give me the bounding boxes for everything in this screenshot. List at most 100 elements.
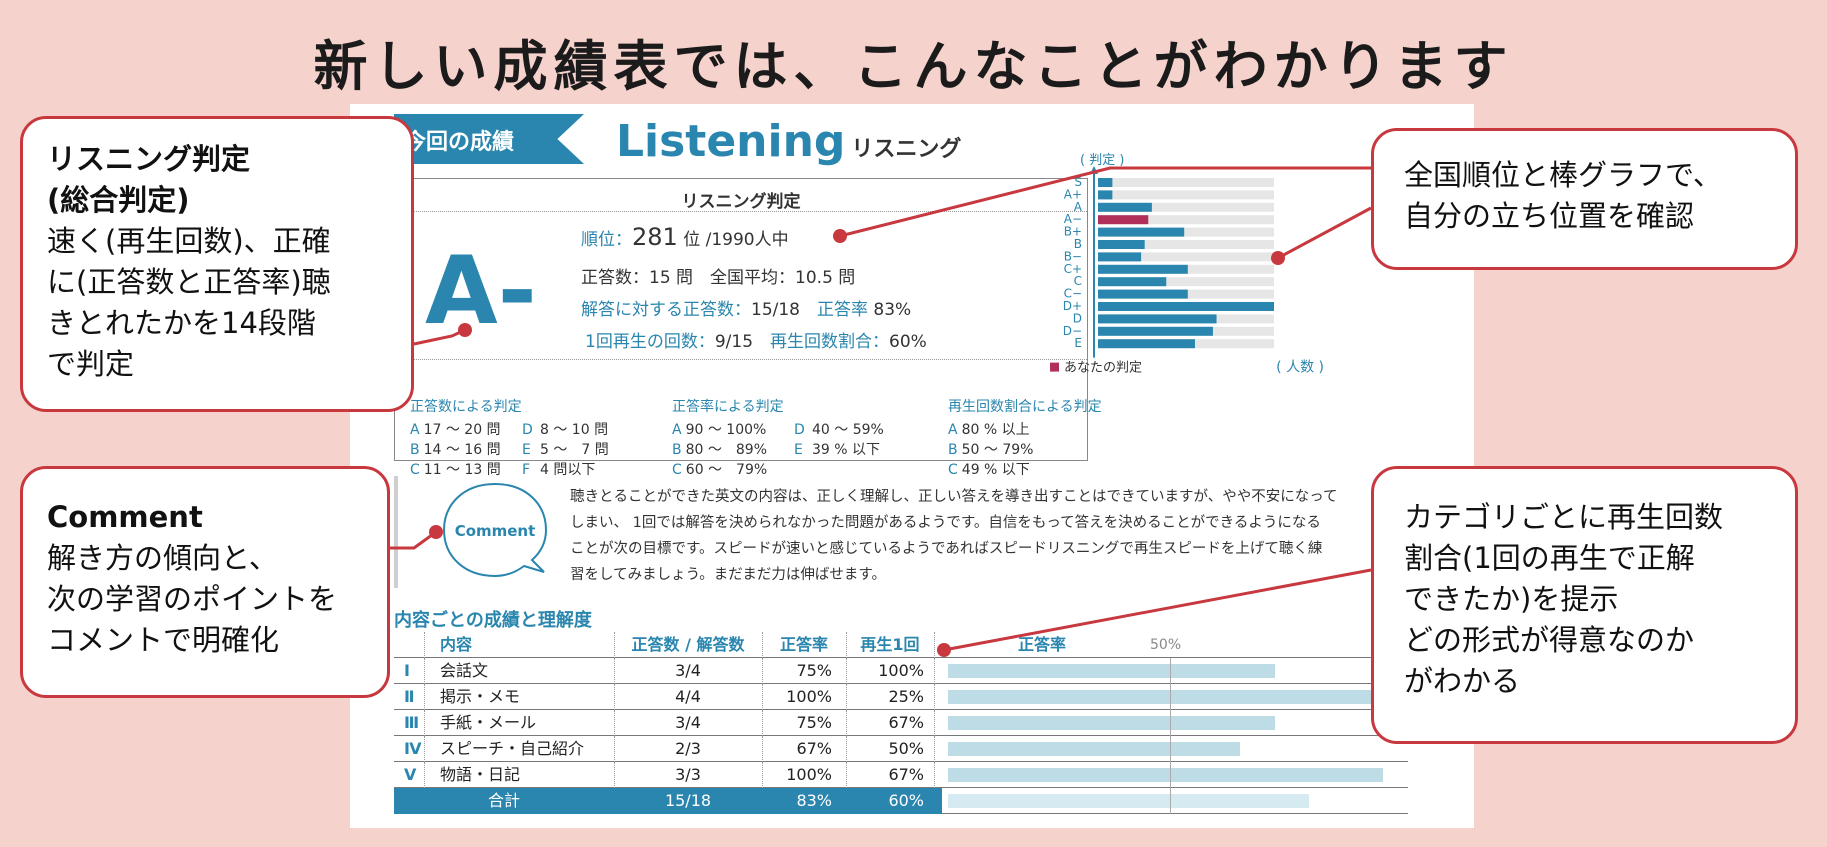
column-separator [614,762,615,788]
half-mark-line [1170,658,1171,684]
correct-line: 正答数：15 問 全国平均：10.5 問 [581,268,856,288]
header-rate: 正答率 [779,635,828,654]
rule-range: 60 〜 79% [685,462,768,478]
header-replay: 再生1回 [860,635,920,654]
rank-suffix: 位 /1990人中 [683,230,789,250]
column-separator [614,684,615,710]
column-separator [846,632,847,658]
column-separator [934,632,935,658]
row-name: 会話文 [440,661,489,680]
divider [395,359,1087,360]
row-replay: 67% [888,765,924,784]
rule-row: C 60 〜 79% [672,460,784,480]
rule-grade: B [410,442,420,458]
half-mark-line [1170,788,1171,814]
row-rate: 100% [786,687,832,706]
rule-range: 4 問以下 [540,462,596,478]
category-label: D [1073,311,1082,325]
category-label: D+ [1063,299,1082,313]
category-label: D− [1063,324,1082,338]
header-bar: 正答率 [1018,635,1067,654]
header-half-mark: 50% [1150,637,1182,653]
rule-row: A 80 % 以上 [948,420,1102,440]
rule-range: 50 〜 79% [961,442,1034,458]
comment-side-bar [394,476,398,588]
bar-track [1098,190,1274,200]
column-separator [934,684,935,710]
rule-column: 正答率による判定 A 90 〜 100% D 40 〜 59% B 80 〜 89% E 39 … [672,396,884,480]
bar [1098,240,1145,249]
half-mark-line [1170,762,1171,788]
bar [1098,178,1113,187]
content-section-title: 内容ごとの成績と理解度 [394,610,592,631]
rule-grade: C [948,462,958,478]
comment-bubble: Comment [442,482,548,578]
rule-grade: A [948,422,958,438]
row-replay: 50% [888,739,924,758]
row-number: Ⅴ [404,765,417,784]
total-ratio: 15/18 [664,791,712,810]
row-name: 物語・日記 [440,765,521,784]
replay-line: 1回再生の回数：9/15 再生回数割合：60% [585,327,927,352]
rule-grade: D [794,422,805,438]
rule-range: 39 % 以下 [812,442,881,458]
rule-range: 90 〜 100% [685,422,767,438]
heading-ja: リスニング [851,137,962,162]
callout-line: カテゴリごとに再生回数 [1404,500,1724,534]
rule-grade: C [410,462,420,478]
row-name: 掲示・メモ [440,687,521,706]
column-separator [762,684,763,710]
comment-bubble-label: Comment [455,522,536,540]
grade-letter: A- [425,237,537,346]
current-results-ribbon: 今回の成績 [394,114,584,164]
table-row: Ⅳ スピーチ・自己紹介 2/3 67% 50% [394,736,1408,762]
column-separator [424,684,425,710]
rule-grade: B [948,442,958,458]
column-separator [934,658,935,684]
judgement-title: リスニング判定 [681,192,801,212]
bar-track [1098,277,1274,287]
row-rate: 100% [786,765,832,784]
callout-line: 速く(再生回数)、正確 [47,224,331,258]
bar [1098,227,1185,237]
half-mark-line [1170,736,1171,762]
judgement-box: リスニング判定 A- 順位：281 位 /1990人中 正答数：15 問 全国平… [394,178,1088,461]
column-separator [762,658,763,684]
legend-swatch [1050,362,1059,372]
bar [1098,339,1195,349]
rule-grade: A [410,422,420,438]
replay-ratio-value: 60% [889,332,927,352]
column-separator [846,762,847,788]
rule-heading: 再生回数割合による判定 [948,399,1102,415]
half-mark-line [1170,684,1171,710]
row-ratio: 3/4 [675,661,701,680]
category-label: C− [1064,287,1082,301]
column-separator [762,762,763,788]
rule-grade: E [794,442,803,458]
category-label: E [1074,336,1082,350]
replay-value: 9/15 [714,332,754,352]
callout-category: カテゴリごとに再生回数 割合(1回の再生で正解 できたか)を提示 どの形式が得意… [1371,466,1798,744]
column-separator [846,736,847,762]
rule-grade: D [522,422,533,438]
rule-row: B 80 〜 89% E 39 % 以下 [672,440,880,460]
column-separator [424,762,425,788]
replay-ratio-label: 再生回数割合： [770,332,890,352]
divider [395,211,1087,212]
rule-row: B 50 〜 79% [948,440,1102,460]
callout-judgement: リスニング判定 (総合判定) 速く(再生回数)、正確 に(正答数と正答率)聴 き… [20,116,414,412]
column-separator [424,632,425,658]
callout-heading: リスニング判定 [47,142,251,176]
column-separator [762,736,763,762]
comment-text: 聴きとることができた英文の内容は、正しく理解し、正しい答えを導き出すことはできて… [570,484,1400,588]
callout-line: で判定 [47,347,135,381]
callout-ranking: 全国順位と棒グラフで、 自分の立ち位置を確認 [1371,128,1798,270]
callout-line: どの形式が得意なのか [1404,623,1695,657]
column-separator [934,710,935,736]
rule-row: B 14 〜 16 問 E 5 〜 7 問 [410,440,609,460]
rate-bar [948,716,1275,730]
half-mark-line [1170,710,1171,736]
callout-heading: (総合判定) [47,183,190,217]
callout-line: 解き方の傾向と、 [47,541,278,575]
